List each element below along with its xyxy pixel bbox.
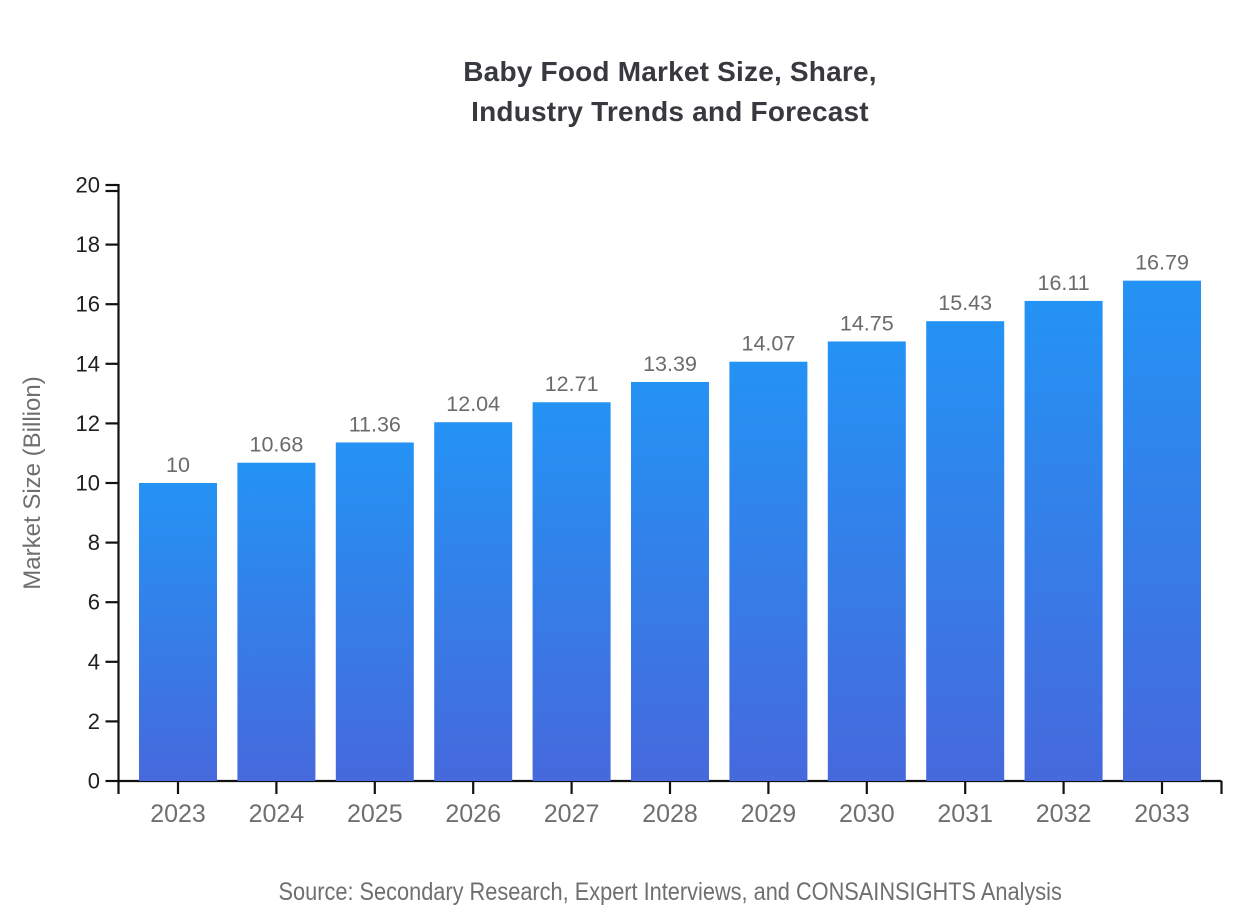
bar-2026 xyxy=(434,422,513,781)
chart-title-line1: Baby Food Market Size, Share, xyxy=(463,56,877,87)
bar-value-label: 14.07 xyxy=(741,332,795,356)
bar-value-label: 11.36 xyxy=(349,412,401,436)
bar-2033 xyxy=(1123,280,1201,781)
y-tick-label: 0 xyxy=(88,769,100,794)
x-tick-label: 2026 xyxy=(445,800,501,828)
x-tick-label: 2028 xyxy=(642,800,698,828)
x-tick-label: 2032 xyxy=(1036,800,1092,828)
bar-2024 xyxy=(237,462,316,781)
source-note: Source: Secondary Research, Expert Inter… xyxy=(118,878,1222,907)
x-tick-label: 2027 xyxy=(544,800,600,828)
y-tick-label: 20 xyxy=(76,173,100,198)
chart-title-line2: Industry Trends and Forecast xyxy=(471,96,869,127)
y-tick-label: 16 xyxy=(76,292,100,317)
y-tick-label: 4 xyxy=(88,649,100,674)
bar-2029 xyxy=(729,361,808,781)
x-tick-label: 2029 xyxy=(741,800,797,828)
bar-2031 xyxy=(926,321,1005,781)
bar-2025 xyxy=(335,442,414,781)
bar-value-label: 16.11 xyxy=(1037,271,1089,295)
bar-value-label: 12.04 xyxy=(446,392,500,416)
bar-value-label: 13.39 xyxy=(643,352,697,376)
bar-value-label: 15.43 xyxy=(938,291,992,315)
y-tick-label: 18 xyxy=(76,232,100,257)
bar-value-label: 10.68 xyxy=(249,433,303,457)
bar-2032 xyxy=(1024,300,1103,781)
y-tick-label: 10 xyxy=(76,471,100,496)
bar-2023 xyxy=(139,483,217,781)
x-tick-label: 2024 xyxy=(249,800,305,828)
bar-value-label: 12.71 xyxy=(545,372,599,396)
bar-2027 xyxy=(532,402,611,781)
x-tick-label: 2030 xyxy=(839,800,895,828)
bar-value-label: 14.75 xyxy=(840,311,894,335)
y-tick-label: 6 xyxy=(88,590,100,615)
bar-value-label: 16.79 xyxy=(1135,251,1189,275)
x-tick-label: 2031 xyxy=(937,800,993,828)
x-tick-label: 2033 xyxy=(1134,800,1190,828)
bar-2030 xyxy=(827,341,906,781)
y-tick-label: 12 xyxy=(76,411,100,436)
chart-title: Baby Food Market Size, Share, Industry T… xyxy=(118,52,1222,132)
bar-2028 xyxy=(631,381,709,781)
bar-value-label: 10 xyxy=(166,453,190,477)
y-tick-label: 8 xyxy=(88,530,100,555)
y-tick-label: 2 xyxy=(88,709,100,734)
x-tick-label: 2023 xyxy=(150,800,206,828)
source-note-text: Source: Secondary Research, Expert Inter… xyxy=(278,878,1062,906)
x-tick-label: 2025 xyxy=(347,800,403,828)
y-tick-label: 14 xyxy=(76,351,100,376)
